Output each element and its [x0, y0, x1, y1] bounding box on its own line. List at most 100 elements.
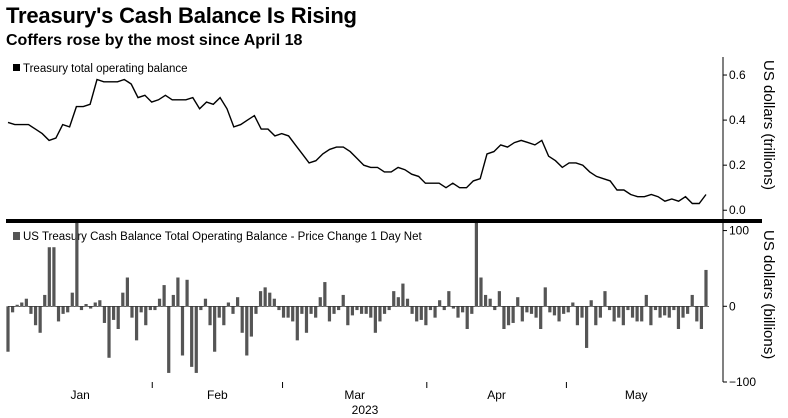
bar	[346, 306, 350, 326]
bar	[539, 306, 543, 329]
bar	[369, 306, 373, 318]
bar	[20, 302, 24, 307]
chart-subtitle: Coffers rose by the most since April 18	[6, 32, 303, 49]
bar	[534, 306, 538, 318]
x-tick-label: Mar	[344, 388, 365, 402]
bar	[451, 306, 456, 309]
bar	[84, 304, 88, 307]
bar	[226, 302, 231, 307]
bar	[134, 306, 139, 341]
bar	[419, 306, 423, 320]
bar	[405, 298, 410, 307]
bar	[291, 306, 295, 322]
bar	[79, 306, 84, 311]
bar	[447, 291, 451, 307]
x-tick-label: Apr	[487, 388, 506, 402]
bar	[176, 277, 180, 307]
bar	[66, 306, 70, 313]
bar	[33, 306, 38, 326]
bar	[47, 247, 51, 307]
bar	[594, 306, 598, 326]
bar	[493, 306, 497, 311]
bar	[580, 306, 584, 318]
bar	[304, 306, 309, 333]
bar	[277, 306, 281, 311]
bar	[424, 306, 428, 326]
bar	[93, 302, 97, 307]
bar	[428, 306, 433, 311]
bar	[309, 306, 313, 314]
y-axis-title-top: US dollars (trillions)	[760, 60, 777, 190]
y-tick-label-bottom: −100	[729, 375, 756, 389]
bar	[38, 306, 42, 333]
bar	[258, 291, 263, 307]
y-axis-title-bottom: US dollars (billions)	[760, 230, 777, 359]
bar	[520, 306, 524, 322]
legend-swatch-change	[13, 232, 20, 240]
bar	[649, 306, 653, 326]
bar	[442, 306, 446, 311]
bar	[29, 306, 33, 314]
x-tick-label: Jan	[70, 388, 89, 402]
bar	[116, 306, 120, 329]
bar	[139, 306, 143, 313]
chart-title: Treasury's Cash Balance Is Rising	[6, 3, 357, 28]
bar	[410, 306, 414, 314]
y-tick-label-bottom: 0	[729, 299, 736, 313]
bar	[180, 306, 185, 356]
y-tick-label-top: 0.0	[729, 203, 746, 217]
bar	[483, 294, 488, 307]
bar	[401, 283, 405, 307]
bar	[525, 306, 529, 313]
legend-label-balance: Treasury total operating balance	[23, 63, 188, 75]
bar	[667, 306, 671, 318]
bar	[695, 306, 699, 322]
bar	[171, 294, 175, 307]
bar	[89, 306, 93, 309]
bar	[529, 306, 534, 314]
bar	[603, 291, 607, 307]
bar	[658, 306, 662, 318]
bar	[281, 306, 286, 318]
bar	[392, 291, 396, 307]
bar	[474, 223, 478, 307]
bar	[704, 269, 708, 307]
x-tick-label: Feb	[207, 388, 228, 402]
bar	[222, 306, 226, 326]
bar	[373, 306, 377, 333]
bar	[157, 298, 162, 307]
bar	[598, 306, 602, 318]
bar	[341, 294, 345, 307]
bar	[676, 306, 681, 329]
bar	[337, 306, 341, 311]
bar	[272, 298, 276, 307]
bar	[479, 277, 483, 307]
bar	[286, 306, 290, 318]
bar	[199, 306, 203, 311]
x-tick-label: May	[625, 388, 648, 402]
legend-swatch-balance	[13, 64, 20, 71]
bar	[70, 292, 74, 307]
bar	[502, 306, 506, 329]
bar	[75, 223, 79, 307]
bar	[318, 297, 322, 307]
bar	[626, 306, 630, 311]
bar	[236, 297, 240, 307]
bar	[24, 298, 28, 307]
bar	[686, 306, 690, 314]
legend-label-change: US Treasury Cash Balance Total Operating…	[23, 231, 422, 243]
bar	[382, 306, 387, 314]
bar	[121, 292, 125, 307]
bar	[488, 298, 492, 307]
bar	[190, 306, 194, 367]
bar	[621, 306, 625, 326]
bar	[213, 306, 217, 352]
bar	[456, 306, 460, 318]
bar	[254, 306, 258, 314]
bar	[314, 306, 318, 318]
bar	[240, 306, 244, 333]
bar	[630, 306, 635, 318]
bar	[245, 306, 249, 356]
bar	[571, 302, 575, 307]
bar	[185, 279, 189, 307]
